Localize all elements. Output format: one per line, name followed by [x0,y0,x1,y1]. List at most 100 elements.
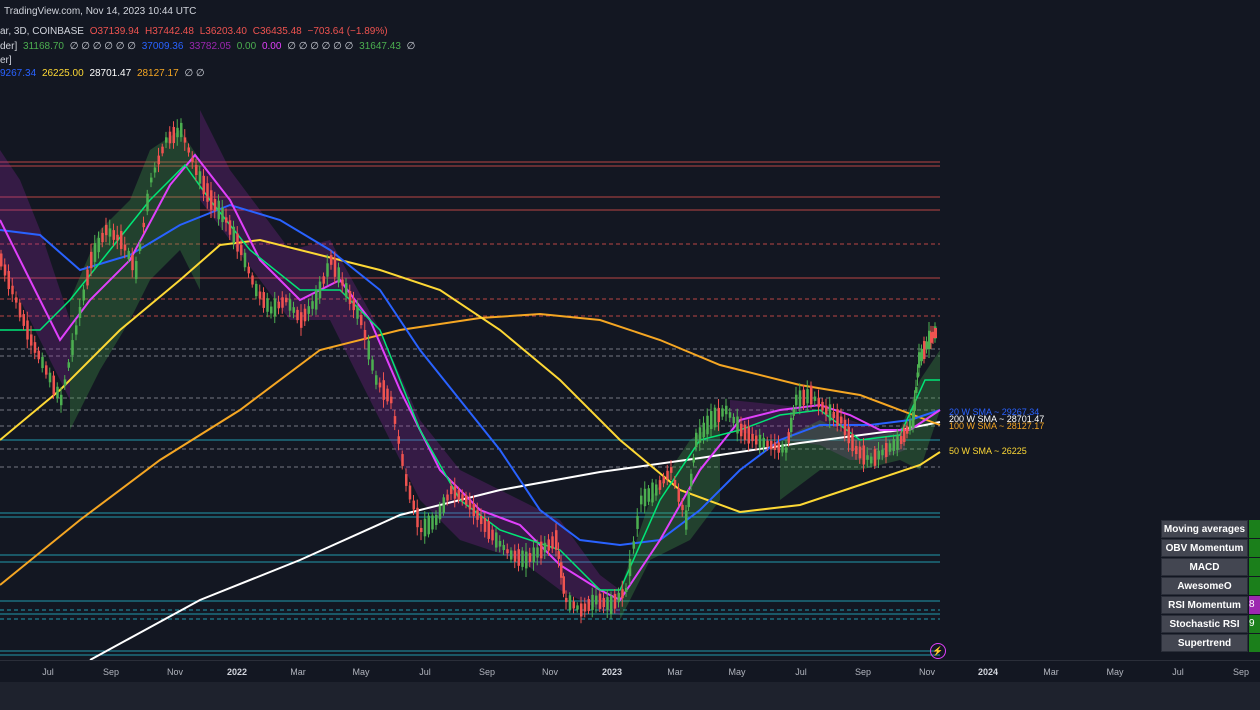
candle-body [670,467,673,473]
candle-body [367,340,370,360]
candle-body [101,232,104,243]
time-axis-tick: 2024 [977,667,999,677]
candle-body [476,510,479,520]
candle-body [725,405,728,415]
candle-body [915,387,918,393]
lightning-icon[interactable]: ⚡ [930,643,946,659]
candle-body [798,390,802,408]
candle-body [213,199,217,211]
candle-body [758,434,762,448]
sma200-label: 200 W SMA ~ 28701.47 [949,414,1045,424]
candle-body [401,454,404,466]
candle-body [565,597,568,603]
time-axis-tick: Mar [290,667,306,677]
candle-body [491,529,494,541]
sma20-legend-value: 9267.34 [0,68,37,79]
candle-body [386,388,389,402]
candle-body [232,226,235,244]
signal-label: MACD [1161,558,1248,576]
candle-body [506,549,509,554]
candle-body [821,401,824,411]
indicator-1-zeros2: ∅ ∅ ∅ ∅ ∅ ∅ [287,41,354,52]
time-axis-tick: Mar [1043,667,1059,677]
signal-row: AwesomeO [1161,577,1260,595]
candle-body [510,550,513,560]
candle-body [311,301,314,309]
candle-body [583,603,587,612]
candle-body [636,516,639,529]
candle-body [465,495,468,505]
candle-body [247,266,250,274]
candle-body [221,207,224,223]
down-cloud [730,400,905,460]
sma200-legend-value: 28701.47 [89,68,132,79]
candle-body [773,442,777,451]
signal-value [1249,577,1260,595]
signal-row: OBV Momentum [1161,539,1260,557]
indicator-1-v5: 0.00 [261,41,282,52]
candle-body [168,131,172,144]
time-axis-tick: May [1106,667,1124,677]
sma50-legend-value: 26225.00 [41,68,84,79]
candle-body [673,479,677,486]
last-candle [934,328,937,338]
time-axis-tick: Jul [419,667,431,677]
time-axis-tick: Sep [102,667,120,677]
candle-body [71,340,74,355]
signal-value: 8 [1249,596,1260,614]
candle-body [93,243,97,262]
candle-body [710,411,713,429]
candle-body [236,233,239,252]
signal-value [1249,520,1260,538]
signal-panel: Moving averages OBV Momentum MACD AwesomeO R… [1161,520,1260,653]
candle-body [180,122,183,138]
signal-value [1249,558,1260,576]
candle-body [288,299,292,311]
candle-body [866,455,869,460]
time-axis-tick: Sep [1232,667,1250,677]
candle-body [356,306,359,319]
candle-body [847,426,850,444]
candle-body [647,488,650,502]
candle-body [315,290,318,310]
signal-label: Stochastic RSI [1161,615,1248,633]
candle-body [896,435,899,450]
candle-body [792,409,795,416]
indicator-1-v2: 37009.36 [141,41,184,52]
candle-body [341,279,344,286]
candle-body [191,157,194,163]
down-cloud [0,150,70,400]
candle-body [762,437,765,448]
candle-body [806,389,809,404]
candle-body [176,127,179,138]
candle-body [210,190,213,210]
candle-body [420,527,423,533]
candle-body [412,500,415,510]
sma100-legend-value: 28127.17 [136,68,179,79]
candle-body [281,297,284,308]
candle-body [90,251,93,269]
candle-body [502,544,505,551]
time-axis[interactable]: Jul Sep Nov 2022 Mar May Jul Sep Nov 2023 Mar May Ju… [0,660,1260,683]
down-cloud [200,110,620,615]
candle-body [450,485,453,495]
candle-body [303,308,307,322]
candle-body [790,417,793,433]
time-axis-tick: Nov [918,667,936,677]
candle-body [187,147,190,153]
signal-value [1249,634,1260,652]
candle-body [487,521,490,539]
time-axis-tick: Jul [42,667,54,677]
candle-body [78,306,82,319]
candle-body [138,244,142,251]
candle-body [576,605,579,610]
open-value: O37139.94 [89,26,140,37]
candle-body [3,264,7,276]
candle-body [881,449,884,456]
candle-body [613,593,617,609]
candle-body [405,474,408,486]
candle-body [251,275,254,285]
candle-body [632,541,635,549]
candle-body [52,375,55,395]
